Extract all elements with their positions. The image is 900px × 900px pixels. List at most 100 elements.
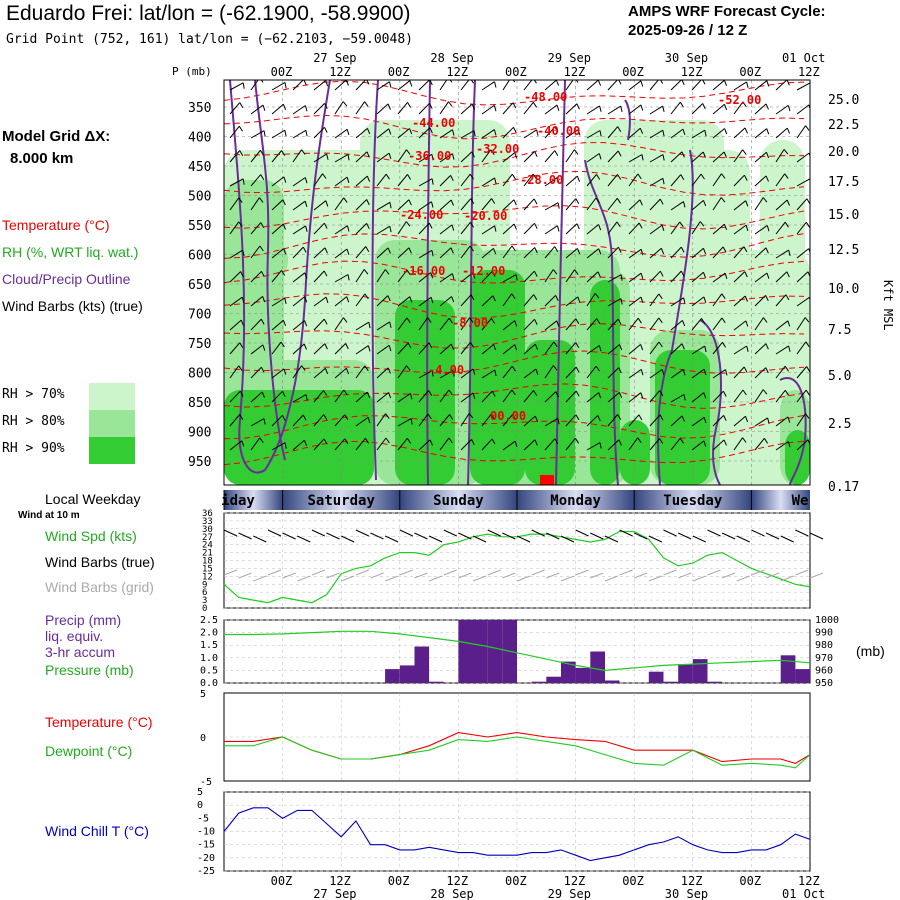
wind-barb bbox=[229, 125, 240, 139]
wind-barb-grid bbox=[560, 575, 575, 582]
wind-barb-flag bbox=[490, 149, 495, 155]
wind-barb bbox=[586, 80, 599, 91]
wind-barb bbox=[229, 440, 243, 451]
wind-barb-flag bbox=[762, 389, 768, 395]
wind-barb bbox=[691, 200, 704, 211]
wind-barb bbox=[418, 102, 430, 115]
wind-barb bbox=[775, 294, 787, 307]
wind-barb-flag bbox=[618, 80, 622, 85]
wind-barb bbox=[439, 437, 450, 451]
wind-barb-flag bbox=[387, 103, 391, 110]
wind-barb-flag bbox=[620, 105, 623, 113]
wind-barb bbox=[229, 342, 241, 355]
precip-bar bbox=[487, 620, 503, 683]
wind-barb bbox=[397, 247, 410, 259]
wind-barb bbox=[733, 415, 746, 427]
wind-barb bbox=[250, 296, 263, 307]
wind-barb bbox=[712, 103, 725, 115]
wind-barb bbox=[439, 296, 452, 307]
wind-barb-flag bbox=[240, 271, 244, 278]
wind-barb-true bbox=[633, 532, 648, 540]
wind-barb-flag bbox=[491, 198, 496, 204]
wind-barb-grid bbox=[648, 575, 663, 582]
wind-barb bbox=[355, 80, 367, 91]
temperature-label: -24.00 bbox=[400, 208, 443, 222]
wind-barb bbox=[271, 368, 285, 379]
wind-barb bbox=[712, 197, 722, 211]
wind-barb-flag bbox=[238, 197, 243, 203]
wind-barb-flag bbox=[241, 297, 245, 304]
wind-barb-flag bbox=[281, 270, 286, 276]
wind-barb-flag bbox=[450, 247, 454, 254]
wind-barb bbox=[565, 129, 579, 139]
precip-bar bbox=[414, 646, 430, 683]
wind-barb-flag bbox=[723, 224, 728, 230]
wind-barb-flag bbox=[765, 343, 769, 350]
wind-barb-flag bbox=[385, 173, 390, 180]
weekday-cell bbox=[517, 490, 635, 510]
wind-barb-flag bbox=[430, 272, 434, 279]
wind-barb-flag bbox=[515, 274, 518, 281]
wind-barb-true bbox=[575, 529, 589, 537]
wind-barb-flag bbox=[325, 296, 329, 303]
wind-barb-flag bbox=[389, 81, 392, 88]
wind-barb bbox=[523, 247, 536, 259]
temperature-label: -32.00 bbox=[476, 142, 519, 156]
legend-rh70: RH > 70% bbox=[2, 387, 65, 402]
wind-tick-label: 27 bbox=[202, 533, 213, 543]
wind-barb-flag bbox=[322, 173, 327, 179]
wind-barb bbox=[439, 317, 450, 331]
wind-barb-true bbox=[502, 532, 516, 540]
wind-barb-flag bbox=[617, 414, 622, 420]
wind-barb bbox=[502, 365, 513, 379]
wind-barb-flag bbox=[284, 442, 287, 449]
wind-barb bbox=[229, 390, 241, 403]
wind-tick-label: 0 bbox=[202, 604, 207, 614]
wind-barb bbox=[691, 151, 704, 163]
wind-barb-flag bbox=[303, 343, 307, 350]
wind-barb-flag bbox=[681, 415, 685, 422]
wind-barb-grid bbox=[677, 572, 692, 579]
height-tick-label: 12.5 bbox=[828, 243, 859, 258]
wind-barb bbox=[355, 416, 369, 427]
hour-label-top: 12Z bbox=[564, 65, 586, 79]
wind-barb-flag bbox=[788, 345, 791, 352]
wind-barb bbox=[313, 247, 326, 259]
wind-barb bbox=[418, 249, 433, 259]
wind-barb bbox=[502, 245, 513, 259]
wind-barb-flag bbox=[367, 128, 371, 135]
temperature-label: -12.00 bbox=[462, 264, 505, 278]
wind-barb bbox=[481, 129, 495, 139]
wind-barb bbox=[313, 126, 325, 139]
wind-barb-flag bbox=[304, 201, 308, 208]
date-label-bottom: 29 Sep bbox=[548, 887, 591, 900]
wind-barb bbox=[628, 272, 642, 283]
wind-barb-flag bbox=[597, 80, 602, 86]
wind-barb bbox=[670, 246, 682, 259]
wind-barb bbox=[628, 199, 641, 211]
wind-barb bbox=[397, 174, 408, 187]
wind-barb-flag bbox=[304, 320, 308, 327]
wind-barb-flag bbox=[366, 199, 370, 206]
wind-barb bbox=[397, 342, 409, 355]
wind-barb bbox=[523, 222, 535, 235]
wind-barb bbox=[292, 320, 305, 331]
wind-barb-flag bbox=[343, 197, 348, 203]
wind-barb bbox=[565, 366, 577, 379]
wind-barb-flag bbox=[746, 345, 749, 352]
wind-barb-flag bbox=[534, 343, 539, 350]
wind-barb bbox=[544, 320, 558, 331]
wind-barb bbox=[544, 80, 557, 91]
wind-barb bbox=[733, 389, 744, 403]
wind-barb bbox=[565, 149, 575, 163]
wind-barb bbox=[292, 105, 306, 115]
wind-barb-flag bbox=[449, 414, 454, 420]
weekday-cell bbox=[399, 490, 517, 510]
wind-barb bbox=[712, 173, 722, 187]
wind-barb bbox=[670, 270, 682, 283]
wind-barb bbox=[313, 80, 326, 91]
wind-barb bbox=[670, 80, 682, 91]
wind-barb bbox=[649, 154, 664, 163]
wind-barb-true bbox=[267, 529, 282, 537]
wind-barb-flag bbox=[724, 273, 728, 280]
